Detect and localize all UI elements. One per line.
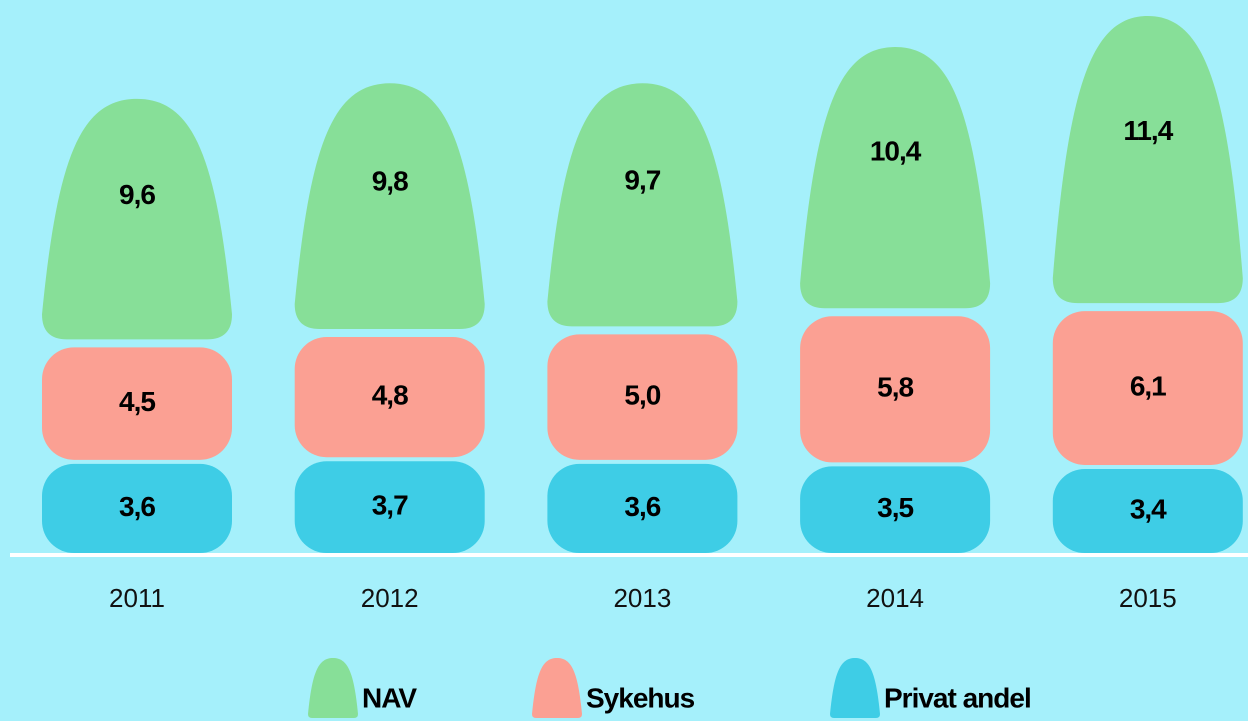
value-label: 9,8 bbox=[372, 166, 408, 197]
bar-segment bbox=[1052, 311, 1243, 465]
x-tick-label: 2015 bbox=[1119, 583, 1177, 613]
bar-segment bbox=[547, 334, 738, 460]
value-label: 3,6 bbox=[119, 491, 155, 522]
value-label: 9,7 bbox=[624, 165, 660, 196]
x-tick-label: 2012 bbox=[361, 583, 419, 613]
bar-segment bbox=[42, 98, 232, 340]
value-label: 3,6 bbox=[624, 491, 660, 522]
value-label: 10,4 bbox=[870, 136, 922, 167]
bar-segment bbox=[547, 83, 738, 327]
legend-label: Sykehus bbox=[586, 682, 695, 713]
bar-segment bbox=[547, 463, 738, 553]
value-label: 5,0 bbox=[624, 379, 660, 410]
bar-segment bbox=[294, 336, 485, 458]
value-label: 9,6 bbox=[119, 179, 155, 210]
value-label: 11,4 bbox=[1123, 115, 1173, 146]
legend-swatch bbox=[532, 658, 582, 718]
bar-segment bbox=[800, 316, 991, 463]
value-label: 3,4 bbox=[1130, 493, 1167, 524]
bar-segment bbox=[800, 466, 991, 553]
value-label: 6,1 bbox=[1130, 370, 1166, 401]
bar-segment bbox=[1052, 16, 1243, 304]
legend-label: NAV bbox=[362, 682, 417, 713]
bar-segment bbox=[294, 83, 485, 329]
legend-swatch bbox=[830, 658, 880, 718]
value-label: 4,8 bbox=[372, 379, 408, 410]
legend-label: Privat andel bbox=[884, 682, 1031, 713]
x-tick-label: 2011 bbox=[109, 583, 165, 613]
x-tick-label: 2014 bbox=[866, 583, 924, 613]
value-label: 3,5 bbox=[877, 492, 913, 523]
x-tick-label: 2013 bbox=[613, 583, 671, 613]
value-label: 4,5 bbox=[119, 386, 155, 417]
legend-swatch bbox=[308, 658, 358, 718]
value-label: 3,7 bbox=[372, 490, 408, 521]
bar-segment bbox=[1052, 468, 1243, 553]
baseline bbox=[10, 553, 1248, 557]
bar-segment bbox=[42, 347, 232, 460]
bar-segment bbox=[294, 461, 485, 553]
value-label: 5,8 bbox=[877, 372, 913, 403]
bar-segment bbox=[800, 47, 991, 309]
bar-segment bbox=[42, 463, 232, 553]
